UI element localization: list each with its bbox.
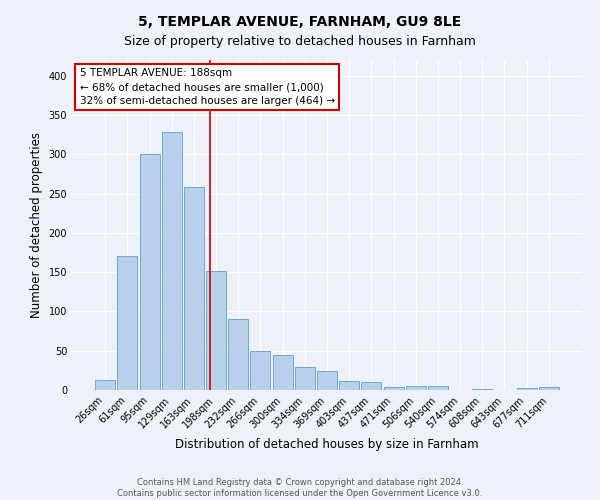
Bar — [383, 387, 404, 390]
Bar — [317, 371, 337, 390]
Bar — [406, 386, 426, 390]
Text: Size of property relative to detached houses in Farnham: Size of property relative to detached ho… — [124, 35, 476, 48]
Bar — [539, 387, 559, 390]
X-axis label: Distribution of detached houses by size in Farnham: Distribution of detached houses by size … — [175, 438, 479, 451]
Bar — [228, 318, 248, 390]
Bar — [184, 188, 204, 390]
Bar — [472, 389, 492, 390]
Bar — [162, 132, 182, 390]
Text: 5, TEMPLAR AVENUE, FARNHAM, GU9 8LE: 5, TEMPLAR AVENUE, FARNHAM, GU9 8LE — [139, 15, 461, 29]
Text: Contains HM Land Registry data © Crown copyright and database right 2024.
Contai: Contains HM Land Registry data © Crown c… — [118, 478, 482, 498]
Bar — [339, 382, 359, 390]
Bar — [361, 382, 382, 390]
Text: 5 TEMPLAR AVENUE: 188sqm
← 68% of detached houses are smaller (1,000)
32% of sem: 5 TEMPLAR AVENUE: 188sqm ← 68% of detach… — [80, 68, 335, 106]
Bar — [272, 356, 293, 390]
Bar — [250, 350, 271, 390]
Y-axis label: Number of detached properties: Number of detached properties — [30, 132, 43, 318]
Bar — [206, 270, 226, 390]
Bar — [517, 388, 536, 390]
Bar — [140, 154, 160, 390]
Bar — [118, 256, 137, 390]
Bar — [295, 367, 315, 390]
Bar — [428, 386, 448, 390]
Bar — [95, 380, 115, 390]
